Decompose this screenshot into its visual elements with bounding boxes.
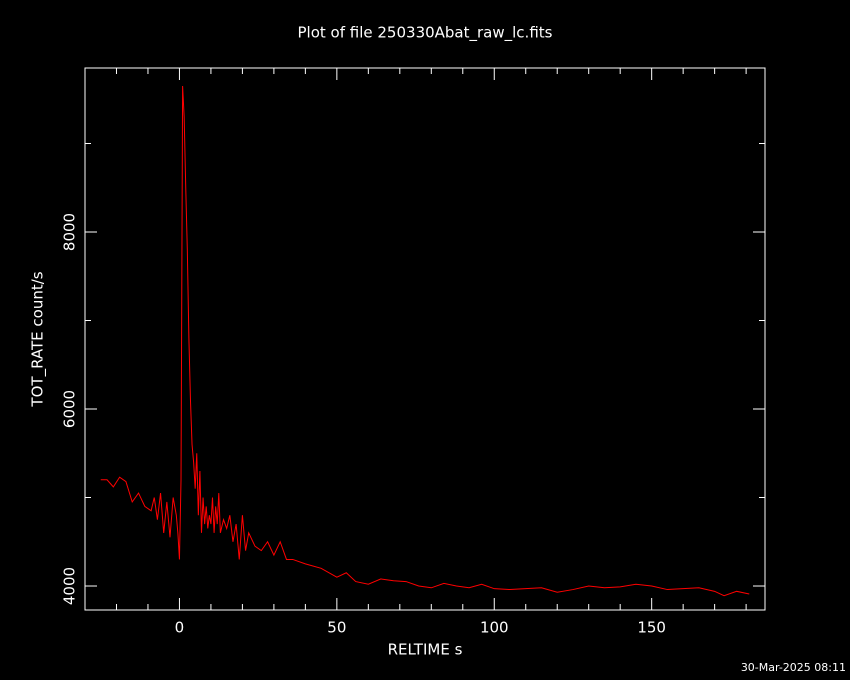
light-curve (100, 85, 750, 597)
footer-date: 30-Mar-2025 08:11 (741, 661, 846, 674)
y-tick-label: 6000 (61, 390, 79, 428)
x-tick-label: 150 (637, 619, 666, 637)
plot-frame (84, 67, 766, 611)
x-axis-label: RELTIME s (388, 641, 463, 659)
y-tick-label: 4000 (61, 567, 79, 605)
x-tick-label: 50 (327, 619, 346, 637)
x-tick-label: 0 (175, 619, 185, 637)
chart-title: Plot of file 250330Abat_raw_lc.fits (298, 24, 553, 43)
y-tick-label: 8000 (61, 213, 79, 251)
x-tick-label: 100 (480, 619, 509, 637)
y-axis-label: TOT_RATE count/s (29, 271, 48, 407)
